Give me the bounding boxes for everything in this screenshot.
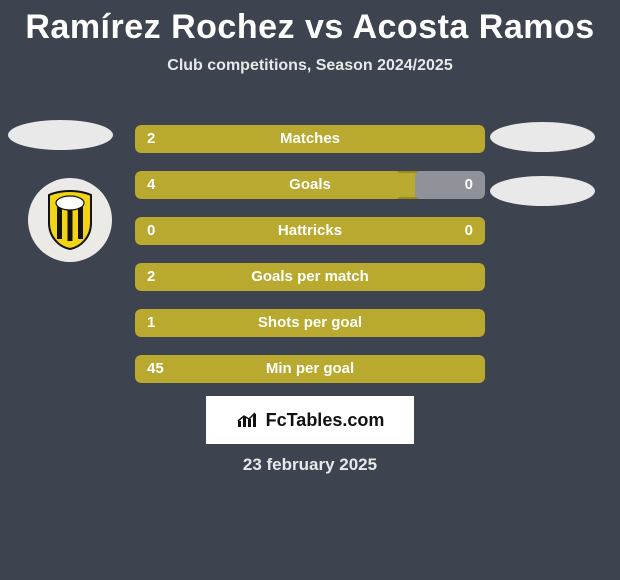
player-placeholder-oval: [490, 176, 595, 206]
stat-row: 2Goals per match: [135, 263, 485, 291]
stat-label: Goals per match: [135, 263, 485, 291]
player-placeholder-oval: [8, 120, 113, 150]
stat-row: 45Min per goal: [135, 355, 485, 383]
page-title: Ramírez Rochez vs Acosta Ramos: [0, 0, 620, 47]
stat-label: Goals: [135, 171, 485, 199]
stat-row: 1Shots per goal: [135, 309, 485, 337]
stat-label: Hattricks: [135, 217, 485, 245]
stat-label: Min per goal: [135, 355, 485, 383]
player-placeholder-oval: [490, 122, 595, 152]
stat-row: 00Hattricks: [135, 217, 485, 245]
stat-label: Matches: [135, 125, 485, 153]
club-badge: [28, 178, 112, 262]
stats-bars: 2Matches 40Goals 00Hattricks 2Goals per mat…: [135, 125, 485, 401]
date-text: 23 february 2025: [0, 455, 620, 475]
subtitle: Club competitions, Season 2024/2025: [0, 57, 620, 75]
stat-row: 40Goals: [135, 171, 485, 199]
brand-box: FcTables.com: [206, 396, 414, 444]
brand-chart-icon: [236, 411, 262, 429]
stat-row: 2Matches: [135, 125, 485, 153]
brand-label: FcTables.com: [266, 410, 385, 431]
brand-text: FcTables.com: [236, 410, 385, 431]
stat-label: Shots per goal: [135, 309, 485, 337]
club-crest-icon: [45, 189, 95, 251]
